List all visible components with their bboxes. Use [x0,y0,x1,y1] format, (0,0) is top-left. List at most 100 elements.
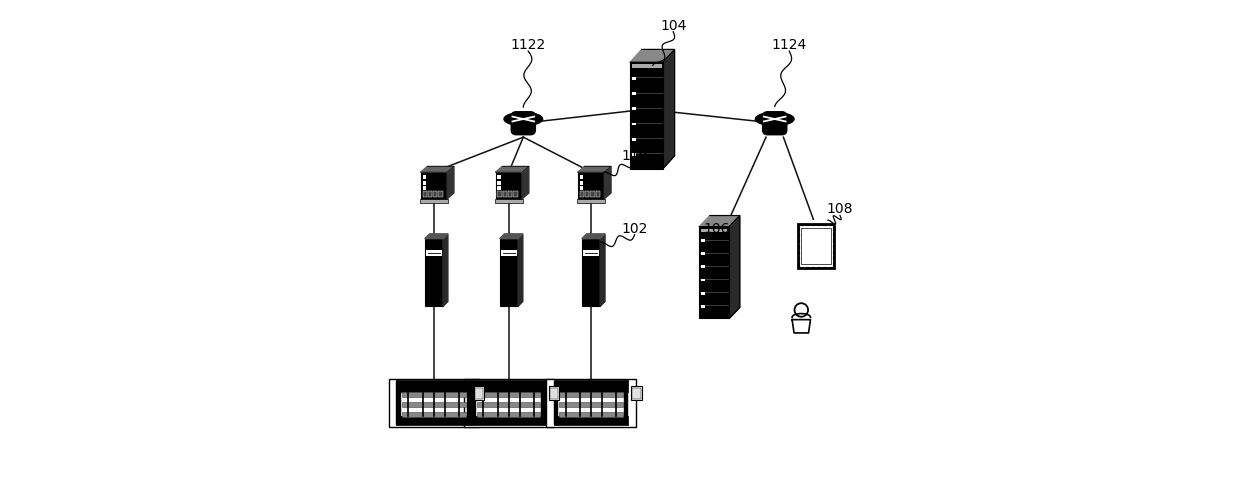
Bar [579,181,584,185]
Bar [559,393,622,397]
Bar [477,412,541,417]
Bar [464,379,553,427]
Bar [471,380,547,392]
Bar [553,382,558,425]
Polygon shape [522,167,529,200]
Bar [402,412,465,417]
Polygon shape [582,234,605,239]
Bar [474,386,485,400]
Polygon shape [792,320,811,333]
Bar [439,192,443,198]
Bar [419,200,448,203]
Bar [632,108,636,111]
Bar [701,279,706,282]
Polygon shape [443,234,448,307]
Bar [632,93,636,96]
Bar [423,187,427,191]
Bar [699,227,729,319]
Bar [501,250,517,256]
Bar [595,192,600,198]
Bar [428,192,433,198]
Bar [632,139,636,142]
Bar [797,224,835,268]
Ellipse shape [755,113,794,126]
Polygon shape [420,167,454,173]
Polygon shape [604,167,611,200]
Bar [559,412,622,417]
Bar [497,192,502,198]
Bar [579,192,584,198]
Bar [397,380,471,392]
FancyBboxPatch shape [763,113,787,136]
FancyBboxPatch shape [511,113,536,136]
Bar [632,78,636,81]
Polygon shape [496,167,529,173]
Bar [477,402,541,407]
Bar [585,192,589,198]
Circle shape [795,304,808,317]
Bar [630,63,663,169]
Polygon shape [699,216,740,227]
Bar [497,181,501,185]
Bar [423,181,427,185]
Bar [502,192,507,198]
Text: 110: 110 [621,149,647,163]
Bar [590,192,595,198]
Bar [423,176,427,180]
Polygon shape [663,50,675,169]
Bar [632,388,641,399]
Bar [475,388,484,399]
Bar [397,382,402,425]
Bar [397,416,471,425]
Bar [624,382,629,425]
Bar [631,65,662,69]
Text: 104: 104 [660,19,687,33]
Bar [477,393,541,397]
Polygon shape [500,234,523,239]
Bar [389,379,479,427]
Bar [579,187,584,191]
Bar [508,192,512,198]
Bar [500,239,518,307]
Bar [424,239,443,307]
Bar [579,176,584,180]
Bar [553,416,629,425]
Bar [420,173,448,200]
Bar [799,225,833,267]
Polygon shape [729,216,740,319]
Bar [471,382,476,425]
Bar [701,240,706,243]
Bar [577,200,605,203]
Bar [632,123,636,126]
Polygon shape [448,167,454,200]
Bar [548,386,559,400]
Bar [542,382,547,425]
Bar [547,379,636,427]
Text: 1122: 1122 [511,38,546,52]
Bar [553,380,629,392]
Bar [433,192,438,198]
Bar [559,402,622,407]
Bar [549,388,558,399]
Bar [583,250,599,256]
Bar [423,192,427,198]
Text: 102: 102 [621,222,647,235]
Bar [513,192,518,198]
Bar [497,187,501,191]
Ellipse shape [503,113,543,126]
Bar [701,266,706,269]
Bar [402,393,465,397]
Polygon shape [424,234,448,239]
Bar [631,386,641,400]
Polygon shape [518,234,523,307]
Bar [701,253,706,256]
Polygon shape [600,234,605,307]
Bar [578,173,604,200]
Polygon shape [630,50,675,63]
Text: 108: 108 [827,202,853,216]
Text: 1124: 1124 [771,38,807,52]
Bar [402,402,465,407]
Bar [496,173,522,200]
Bar [427,250,441,256]
Bar [471,416,547,425]
